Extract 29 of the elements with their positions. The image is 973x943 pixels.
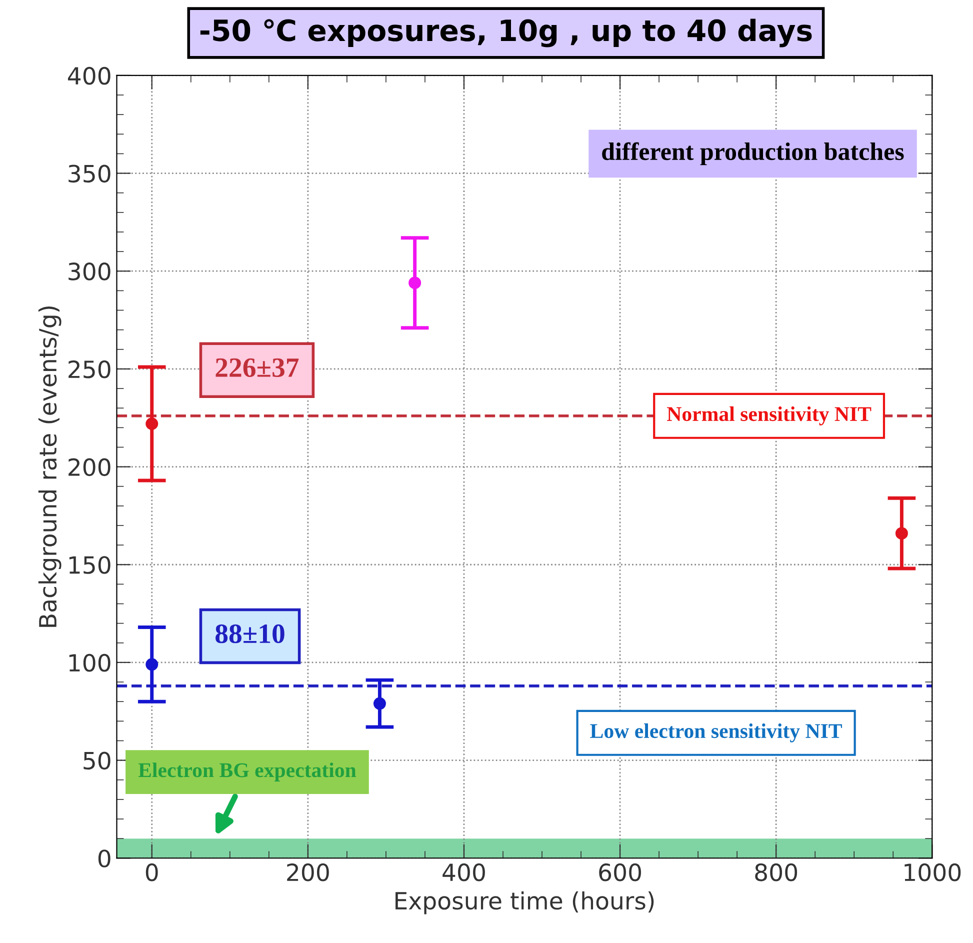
annotation: different production batches <box>602 142 904 166</box>
y-tick-label: 150 <box>69 556 110 574</box>
y-tick-label: 350 <box>68 164 110 183</box>
x-tick-label: 400 <box>442 863 485 882</box>
point <box>895 527 908 540</box>
annotation: Normal sensitivity NIT <box>667 406 872 426</box>
x-tick-label: 0 <box>146 863 158 882</box>
point <box>146 658 158 671</box>
chart-title: -50 ℃ exposures, 10g , up to 40 days <box>200 18 812 48</box>
y-tick-label: 0 <box>98 850 110 868</box>
x-tick-label: 1000 <box>904 863 961 882</box>
point <box>146 417 158 430</box>
x-tick-label: 600 <box>599 863 641 882</box>
y-tick-label: 200 <box>68 458 110 476</box>
x-tick-label: 200 <box>287 863 329 882</box>
x-axis-title: Exposure time (hours) <box>396 891 654 914</box>
ref-line-label: 88±10 <box>216 624 284 644</box>
annotation: Low electron sensitivity NIT <box>590 723 842 742</box>
y-axis-title: Background rate (events/g) <box>38 306 62 627</box>
point <box>408 276 422 290</box>
y-tick-label: 100 <box>69 654 110 672</box>
ref-line-label: 226±37 <box>216 358 299 378</box>
x-tick-label: 800 <box>755 863 798 882</box>
y-tick-label: 300 <box>68 262 110 280</box>
band-label: Electron BG expectation <box>138 762 356 782</box>
point <box>373 697 386 710</box>
y-tick-label: 400 <box>68 66 110 85</box>
y-tick-label: 50 <box>84 752 110 770</box>
y-tick-label: 250 <box>68 360 110 378</box>
